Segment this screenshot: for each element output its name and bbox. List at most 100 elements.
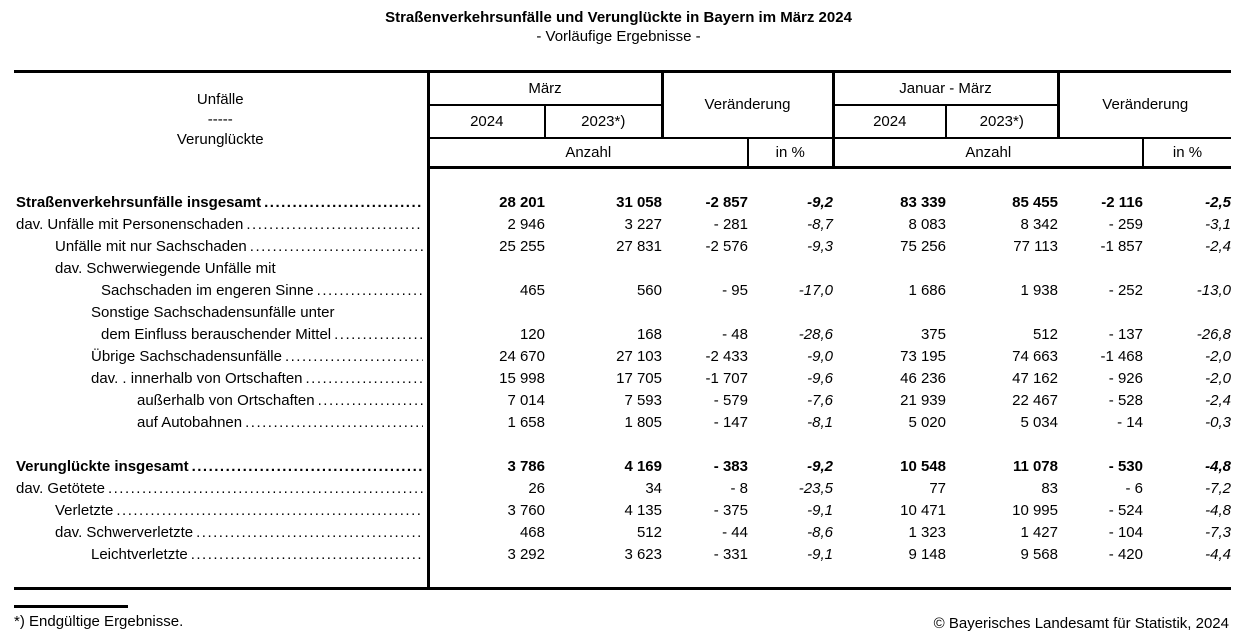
unit-anzahl-2: Anzahl — [833, 137, 1144, 169]
dot-leader: ........................................… — [196, 523, 423, 541]
unit-percent-1: in % — [748, 137, 835, 169]
value-cell — [1143, 301, 1231, 323]
value-cell: 28 201 — [499, 193, 545, 211]
value-cell: 5 020 — [908, 413, 946, 431]
value-cell — [1143, 257, 1231, 279]
value-cell: -4,8 — [1205, 501, 1231, 519]
value-cell: -7,2 — [1205, 479, 1231, 497]
value-cell: 560 — [636, 281, 662, 299]
value-cell — [833, 301, 946, 323]
dot-leader: ........................................… — [107, 479, 423, 497]
value-cell: 25 255 — [499, 237, 545, 255]
row-label-cell: Sonstige Sachschadensunfälle unter — [14, 301, 430, 323]
spacer-row — [14, 167, 1231, 192]
value-cell: -2,4 — [1205, 237, 1231, 255]
dot-leader: ........................................… — [317, 391, 423, 409]
row-label-cell: Leichtverletzte.........................… — [14, 543, 430, 565]
value-cell: - 579 — [713, 391, 748, 409]
value-cell: -28,6 — [798, 325, 833, 343]
page-title: Straßenverkehrsunfälle und Verunglückte … — [385, 9, 852, 26]
header-row-groups: Unfälle ----- Verunglückte März Veränder… — [14, 70, 1231, 168]
value-cell: 1 686 — [908, 281, 946, 299]
header-row-years: 2024 2023*) 2024 2023*) — [14, 104, 1231, 139]
dot-leader: ........................................… — [245, 413, 422, 431]
value-cell: -1 707 — [705, 369, 748, 387]
value-cell: 27 831 — [616, 237, 662, 255]
dot-leader: ........................................… — [284, 347, 423, 365]
footnote-text: *) Endgültige Ergebnisse. — [14, 613, 184, 630]
value-cell: -4,4 — [1205, 545, 1231, 563]
table-row: Verletzte...............................… — [14, 499, 1231, 521]
row-label: dem Einfluss berauschender Mittel — [101, 325, 332, 343]
value-cell: 83 — [1041, 479, 1058, 497]
col-maerz-2024: 2024 — [428, 104, 546, 139]
copyright-notice: © Bayerisches Landesamt für Statistik, 2… — [933, 615, 1229, 632]
value-cell: -8,7 — [807, 215, 833, 233]
value-cell: 31 058 — [616, 193, 662, 211]
value-cell — [428, 301, 545, 323]
spacer-cell — [428, 168, 1231, 192]
value-cell: -1 857 — [1100, 237, 1143, 255]
table-row: dav. . innerhalb von Ortschaften........… — [14, 367, 1231, 389]
colgroup-januar-maerz: Januar - März — [833, 70, 1060, 106]
statistics-table: Unfälle ----- Verunglückte März Veränder… — [14, 70, 1231, 590]
value-cell: 74 663 — [1012, 347, 1058, 365]
row-label: Übrige Sachschadensunfälle — [91, 347, 282, 365]
value-cell — [946, 257, 1058, 279]
row-label: dav. Unfälle mit Personenschaden — [16, 215, 244, 233]
value-cell: - 137 — [1108, 325, 1143, 343]
value-cell: 77 — [929, 479, 946, 497]
value-cell: 3 292 — [507, 545, 545, 563]
value-cell: 26 — [528, 479, 545, 497]
value-cell: 375 — [920, 325, 946, 343]
value-cell — [545, 301, 662, 323]
table-row: außerhalb von Ortschaften...............… — [14, 389, 1231, 411]
row-label: auf Autobahnen — [137, 413, 243, 431]
table-row: dav. Getötete...........................… — [14, 477, 1231, 499]
value-cell: 1 427 — [1020, 523, 1058, 541]
value-cell: - 259 — [1108, 215, 1143, 233]
stub-line-unfaelle: Unfälle — [196, 91, 244, 109]
stub-line-verungluekte: Verunglückte — [176, 131, 264, 149]
table-row: Sachschaden im engeren Sinne............… — [14, 279, 1231, 301]
value-cell: -9,6 — [807, 369, 833, 387]
header-row-units: Anzahl in % Anzahl in % — [14, 137, 1231, 169]
value-cell: -9,0 — [807, 347, 833, 365]
footnote-rule — [14, 605, 128, 608]
spacer-cell — [428, 433, 1231, 455]
col-maerz-2023: 2023*) — [545, 104, 664, 139]
value-cell: 11 078 — [1012, 457, 1058, 475]
row-label: Leichtverletzte — [91, 545, 188, 563]
value-cell: - 252 — [1108, 281, 1143, 299]
row-label: Unfälle mit nur Sachschaden — [55, 237, 247, 255]
value-cell: -0,3 — [1205, 413, 1231, 431]
value-cell: 77 113 — [1013, 237, 1058, 255]
table-row: dav. Schwerwiegende Unfälle mit — [14, 257, 1231, 279]
value-cell — [1058, 257, 1143, 279]
value-cell: -17,0 — [798, 281, 833, 299]
row-label: dav. Getötete — [16, 479, 105, 497]
row-label-cell: Straßenverkehrsunfälle insgesamt........… — [14, 191, 430, 213]
value-cell: -9,2 — [807, 457, 833, 475]
value-cell: - 926 — [1108, 369, 1143, 387]
spacer-row — [14, 565, 1231, 590]
value-cell: 15 998 — [499, 369, 545, 387]
row-label-cell: dem Einfluss berauschender Mittel.......… — [14, 323, 430, 345]
row-label-cell: auf Autobahnen..........................… — [14, 411, 430, 433]
value-cell: -2 857 — [705, 193, 748, 211]
value-cell: -1 468 — [1100, 347, 1143, 365]
row-label-cell: dav. . innerhalb von Ortschaften........… — [14, 367, 430, 389]
value-cell — [662, 257, 748, 279]
value-cell: - 530 — [1108, 457, 1143, 475]
value-cell: -4,8 — [1205, 457, 1231, 475]
value-cell: 21 939 — [900, 391, 946, 409]
value-cell: 3 760 — [507, 501, 545, 519]
value-cell: 27 103 — [616, 347, 662, 365]
value-cell: - 95 — [722, 281, 748, 299]
value-cell: 3 786 — [507, 457, 545, 475]
dot-leader: ........................................… — [305, 369, 423, 387]
value-cell: -23,5 — [798, 479, 833, 497]
row-label: Sonstige Sachschadensunfälle unter — [91, 303, 335, 321]
value-cell: - 147 — [713, 413, 748, 431]
